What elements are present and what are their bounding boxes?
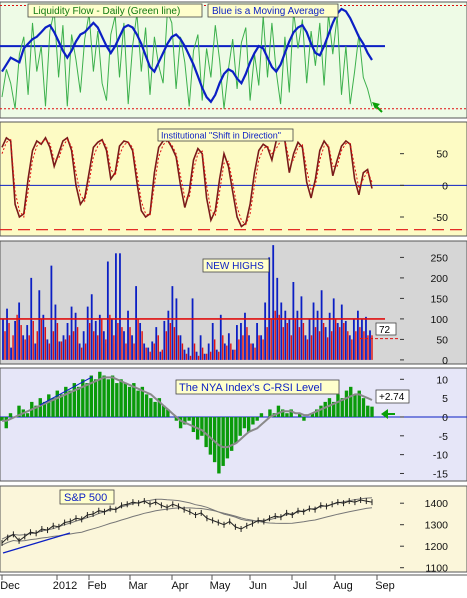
moving-average-note: Blue is a Moving Average: [207, 3, 339, 18]
new-highs-y-tick-label: 50: [436, 334, 448, 346]
crsi-title: The NYA Index's C-RSI Level: [175, 379, 340, 395]
new-highs-y-tick-label: 150: [430, 293, 448, 305]
new-highs-y-tick-label: 0: [442, 355, 448, 367]
new-highs-title-text: NEW HIGHS: [206, 261, 264, 272]
sp500-title: S&P 500: [59, 489, 115, 505]
crsi-last-value-badge: +2.74: [375, 389, 410, 404]
x-axis-tick-label: Feb: [88, 580, 107, 592]
sp500-y-tick-label: 1100: [425, 563, 448, 575]
new-highs-y-tick-label: 100: [430, 314, 448, 326]
new-highs-y-tick-label: 250: [430, 252, 448, 264]
shift-y-tick-label: 0: [442, 180, 448, 192]
crsi-y-tick-label: -5: [439, 431, 448, 443]
sp500-y-tick-label: 1400: [425, 498, 449, 510]
x-axis-tick-label: 2012: [53, 580, 77, 592]
crsi-last-value: +2.74: [379, 392, 405, 403]
sp500-y-tick-label: 1200: [425, 541, 449, 553]
crsi-y-tick-label: 10: [436, 374, 448, 386]
liquidity-arrow-icon: [372, 102, 383, 113]
crsi-y-tick-label: 5: [442, 393, 448, 405]
x-axis-tick-label: Jun: [249, 580, 267, 592]
new-highs-last-value: 72: [379, 325, 391, 336]
shift-y-tick-label: 50: [436, 149, 448, 161]
x-axis-tick-label: Apr: [171, 580, 188, 592]
crsi-y-tick-label: -15: [433, 468, 448, 480]
sp500-y-tick-label: 1300: [425, 520, 449, 532]
x-axis-tick-label: Mar: [129, 580, 148, 592]
new-highs-last-value-badge: 72: [375, 322, 397, 336]
x-axis-tick-label: Aug: [333, 580, 353, 592]
new-highs-panel: 250 200 150 100 50 0: [0, 240, 467, 367]
crsi-y-tick-label: -10: [433, 450, 448, 462]
crsi-y-tick-label: 0: [442, 412, 448, 424]
new-highs-y-tick-label: 200: [430, 273, 448, 285]
x-axis-tick-label: May: [210, 580, 231, 592]
moving-average-note-text: Blue is a Moving Average: [212, 6, 325, 17]
x-axis-tick-label: Jul: [293, 580, 307, 592]
liquidity-flow-title: Liquidity Flow - Daily (Green line): [27, 3, 203, 18]
sp500-title-text: S&P 500: [64, 492, 107, 504]
liquidity-flow-title-text: Liquidity Flow - Daily (Green line): [33, 6, 180, 17]
shift-y-tick-label: -50: [433, 212, 448, 224]
x-axis-tick-label: Dec: [0, 580, 20, 592]
moving-average-line: [1, 7, 373, 104]
sp500-price-line: [1, 499, 373, 544]
crsi-average-line: [2, 376, 373, 449]
crsi-left-arrow-icon: [381, 409, 395, 419]
shift-signal-line: [1, 138, 373, 226]
crsi-trendline: [39, 376, 93, 406]
liquidity-flow-background: [0, 1, 467, 119]
new-highs-title: NEW HIGHS: [202, 258, 270, 273]
x-axis-tick-label: Sep: [375, 580, 395, 592]
liquidity-flow-panel: [0, 1, 467, 119]
sp500-panel: 1400 1300 1200 1100 Dec 2012 Feb Mar Apr May Jun Ju…: [0, 485, 467, 592]
sp500-trendline: [2, 532, 71, 554]
shift-line: [1, 136, 373, 228]
institutional-shift-title: Institutional "Shift in Direction": [157, 128, 294, 142]
institutional-shift-title-text: Institutional "Shift in Direction": [161, 131, 281, 141]
crsi-title-text: The NYA Index's C-RSI Level: [179, 382, 322, 394]
